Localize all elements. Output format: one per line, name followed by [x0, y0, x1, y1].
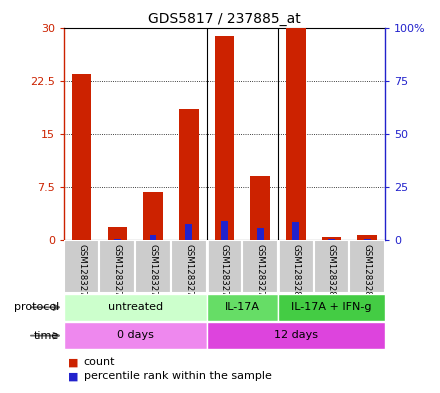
- Bar: [171, 240, 206, 293]
- Text: ■: ■: [68, 357, 79, 367]
- Bar: [292, 222, 299, 240]
- Bar: [357, 235, 377, 240]
- Text: GSM1283276: GSM1283276: [149, 244, 158, 303]
- Text: GSM1283277: GSM1283277: [184, 244, 193, 303]
- Text: GSM1283279: GSM1283279: [256, 244, 264, 303]
- Bar: [135, 240, 171, 293]
- Bar: [257, 228, 264, 240]
- Text: untreated: untreated: [108, 302, 163, 312]
- Text: IL-17A: IL-17A: [225, 302, 260, 312]
- Bar: [99, 240, 135, 293]
- Text: GSM1283274: GSM1283274: [77, 244, 86, 303]
- Bar: [185, 224, 192, 240]
- Bar: [206, 322, 385, 349]
- Bar: [215, 36, 234, 240]
- Bar: [64, 322, 206, 349]
- Bar: [206, 294, 278, 321]
- Text: percentile rank within the sample: percentile rank within the sample: [84, 371, 271, 381]
- Bar: [278, 240, 314, 293]
- Bar: [143, 192, 163, 240]
- Bar: [114, 239, 121, 240]
- Bar: [107, 228, 127, 240]
- Text: GSM1283278: GSM1283278: [220, 244, 229, 303]
- Bar: [349, 240, 385, 293]
- Bar: [64, 294, 206, 321]
- Text: protocol: protocol: [14, 302, 59, 312]
- Bar: [278, 294, 385, 321]
- Bar: [364, 239, 370, 240]
- Bar: [206, 240, 242, 293]
- Text: GSM1283280: GSM1283280: [291, 244, 300, 303]
- Text: GSM1283275: GSM1283275: [113, 244, 122, 303]
- Text: GSM1283281: GSM1283281: [327, 244, 336, 303]
- Bar: [64, 240, 99, 293]
- Bar: [179, 109, 198, 240]
- Text: count: count: [84, 357, 115, 367]
- Text: ■: ■: [68, 371, 79, 381]
- Bar: [322, 237, 341, 240]
- Text: IL-17A + IFN-g: IL-17A + IFN-g: [291, 302, 372, 312]
- Bar: [150, 235, 157, 240]
- Text: time: time: [34, 331, 59, 341]
- Text: 0 days: 0 days: [117, 330, 154, 340]
- Bar: [328, 239, 335, 240]
- Bar: [314, 240, 349, 293]
- Title: GDS5817 / 237885_at: GDS5817 / 237885_at: [148, 13, 301, 26]
- Bar: [250, 176, 270, 240]
- Text: 12 days: 12 days: [274, 330, 318, 340]
- Text: GSM1283282: GSM1283282: [363, 244, 372, 303]
- Bar: [286, 28, 306, 240]
- Bar: [242, 240, 278, 293]
- Bar: [72, 73, 92, 240]
- Bar: [221, 221, 228, 240]
